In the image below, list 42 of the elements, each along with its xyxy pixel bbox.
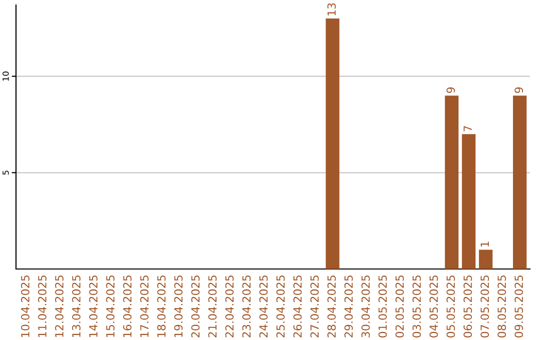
x-tick-label: 22.04.2025 xyxy=(225,276,234,338)
bar xyxy=(326,18,340,269)
x-tick-label: 09.05.2025 xyxy=(514,276,524,338)
bar xyxy=(462,134,476,269)
x-tick-label: 25.04.2025 xyxy=(276,276,285,338)
x-tick-label: 12.04.2025 xyxy=(55,276,64,337)
x-tick-label: 23.04.2025 xyxy=(242,276,251,338)
x-tick-label: 05.05.2025 xyxy=(446,276,455,338)
x-tick-label: 02.05.2025 xyxy=(395,276,404,338)
x-tick-label: 08.05.2025 xyxy=(498,276,506,338)
bar xyxy=(478,250,493,269)
x-tick-label: 16.04.2025 xyxy=(123,276,132,337)
x-tick-label: 07.05.2025 xyxy=(480,276,489,338)
x-tick-label: 29.04.2025 xyxy=(344,276,353,338)
x-tick-label: 01.05.2025 xyxy=(378,276,387,338)
x-tick-label: 10.04.2025 xyxy=(21,276,30,337)
x-tick-label: 21.04.2025 xyxy=(208,276,217,338)
data-label: 7 xyxy=(464,126,472,132)
x-tick-label: 26.04.2025 xyxy=(293,276,302,338)
x-tick-label: 18.04.2025 xyxy=(157,276,166,337)
data-label: 9 xyxy=(446,87,455,93)
bar xyxy=(512,96,527,269)
x-tick-label: 06.05.2025 xyxy=(464,276,472,338)
y-tick-label: 5 xyxy=(2,170,9,175)
x-tick-label: 03.05.2025 xyxy=(412,276,421,338)
x-tick-label: 24.04.2025 xyxy=(259,276,268,338)
x-tick-label: 27.04.2025 xyxy=(310,276,319,338)
x-tick-label: 04.05.2025 xyxy=(430,276,438,338)
x-tick-label: 20.04.2025 xyxy=(191,276,200,338)
x-tick-label: 11.04.2025 xyxy=(38,276,46,337)
x-tick-label: 30.04.2025 xyxy=(361,276,370,338)
x-tick-label: 15.04.2025 xyxy=(106,276,115,337)
bar xyxy=(444,96,459,269)
x-tick-label: 13.04.2025 xyxy=(72,276,80,337)
y-tick-label: 10 xyxy=(2,72,9,81)
x-tick-label: 19.04.2025 xyxy=(174,276,183,337)
x-tick-label: 14.04.2025 xyxy=(89,276,98,337)
x-tick-label: 28.04.2025 xyxy=(327,276,336,338)
data-label: 1 xyxy=(480,242,489,247)
data-label: 13 xyxy=(327,3,336,16)
data-label: 9 xyxy=(514,87,524,93)
x-tick-label: 17.04.2025 xyxy=(140,276,149,337)
